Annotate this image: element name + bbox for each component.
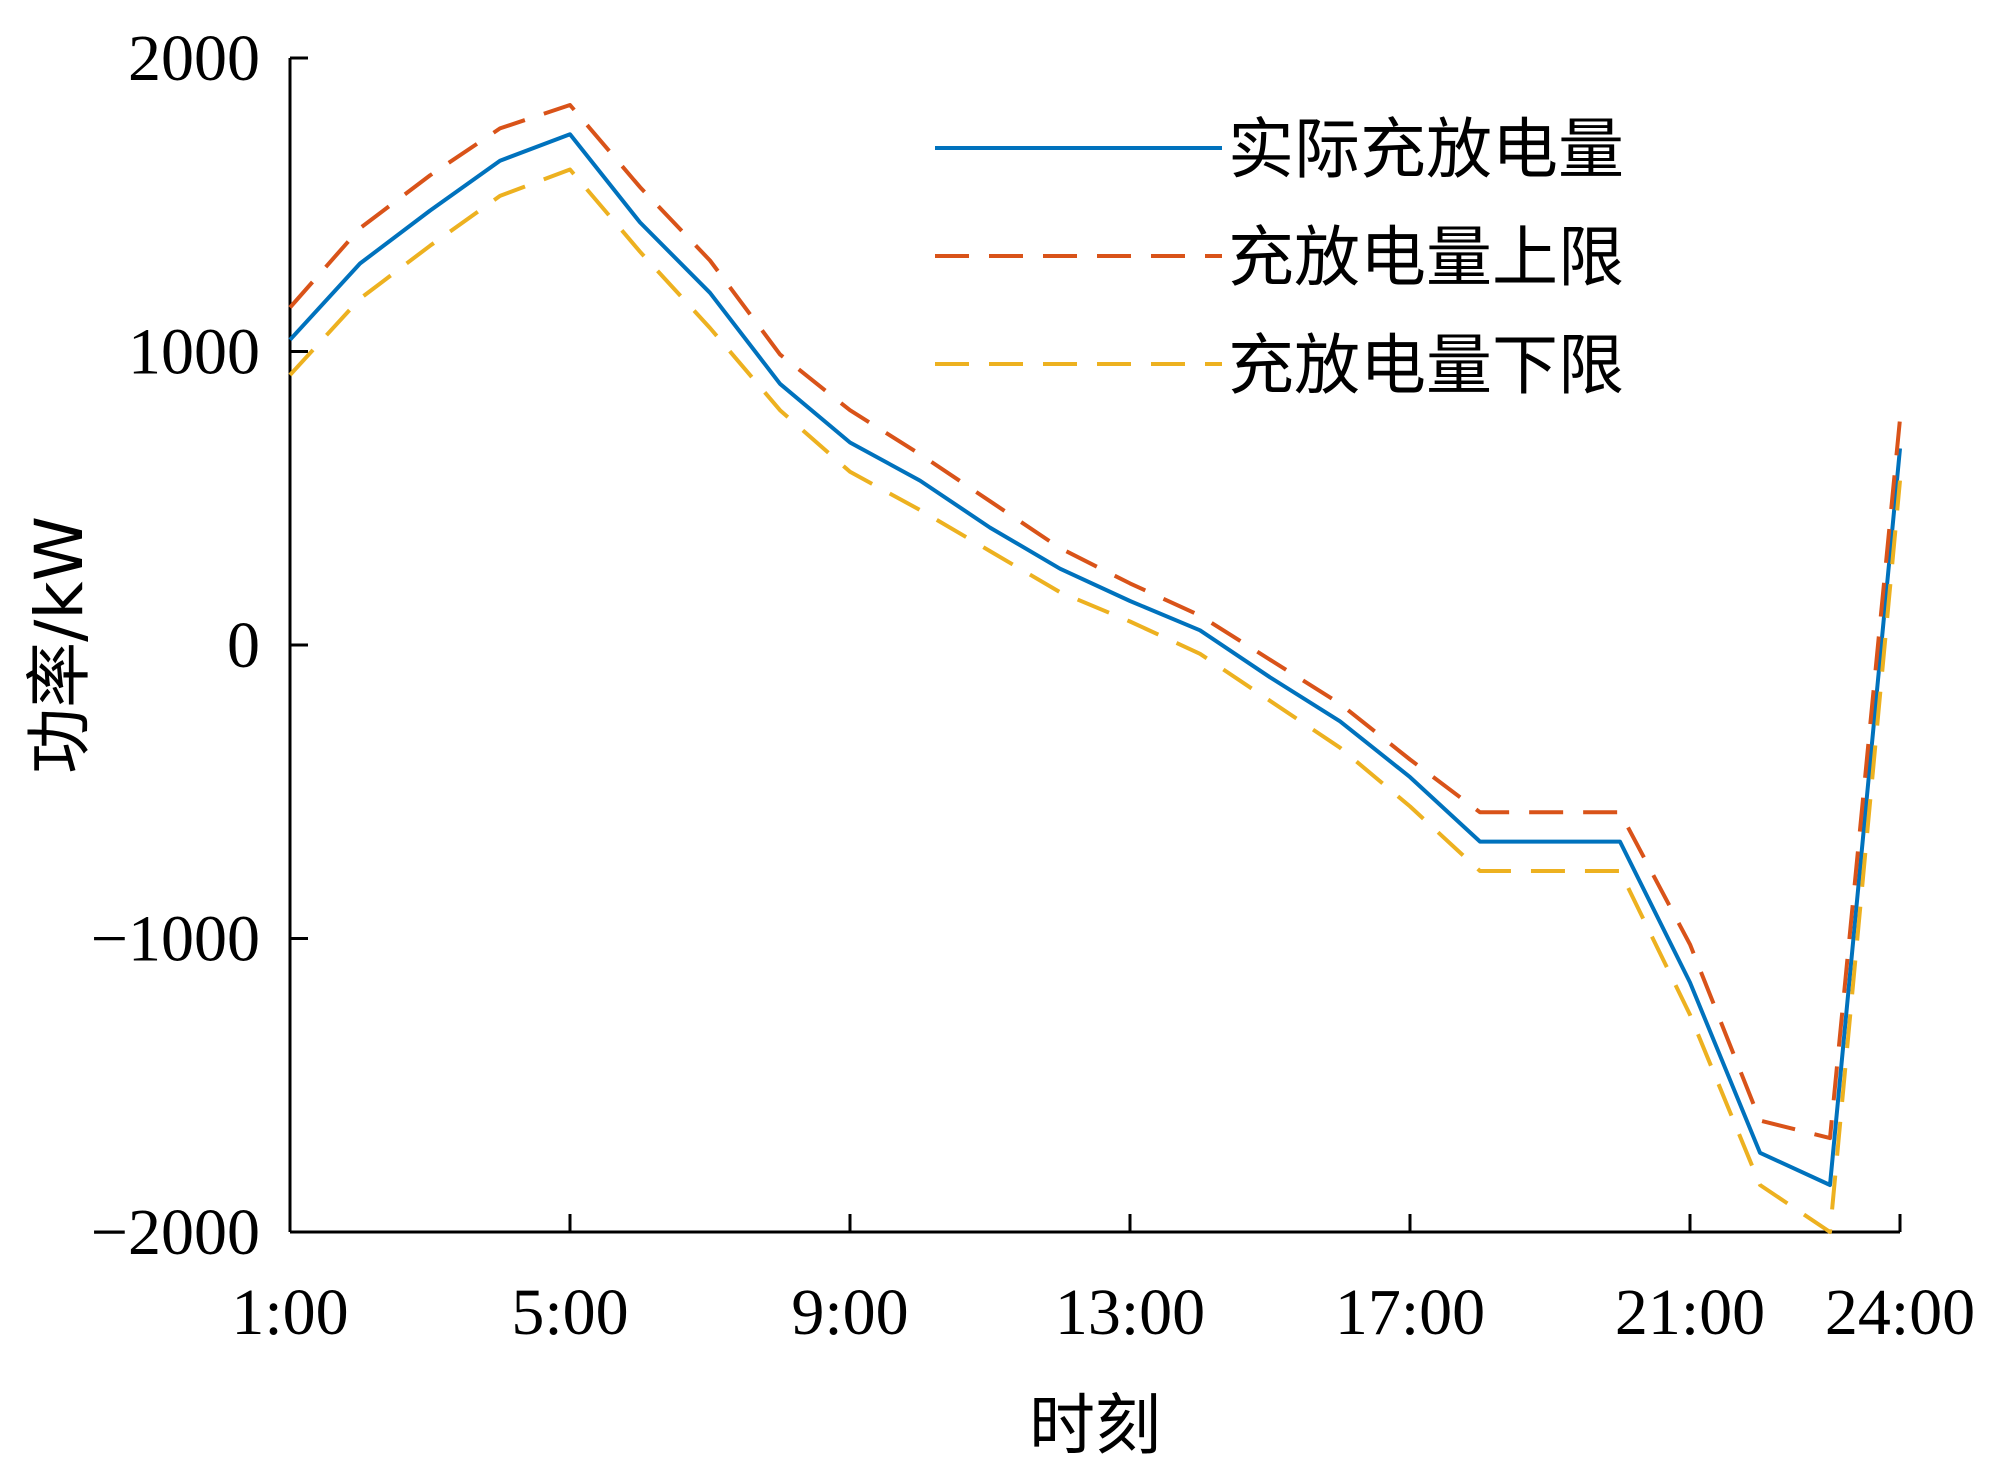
x-axis-title: 时刻 (1029, 1387, 1161, 1464)
x-ticks: 1:00 5:00 9:00 13:00 17:00 21:00 24:00 (231, 1214, 1975, 1349)
y-tick-label: 1000 (128, 316, 260, 389)
x-tick-label: 9:00 (791, 1276, 908, 1349)
series-line-1 (288, 132, 1902, 1187)
legend-label-2: 充放电量上限 (1228, 219, 1624, 296)
x-tick-label: 1:00 (231, 1276, 348, 1349)
y-tick-label: 2000 (128, 22, 260, 95)
series-lines (288, 103, 1902, 1234)
x-tick-label: 21:00 (1615, 1276, 1765, 1349)
legend-label-3: 充放电量下限 (1228, 327, 1624, 404)
series-line-2 (288, 103, 1902, 1141)
legend-label-1: 实际充放电量 (1228, 111, 1624, 188)
x-tick-label: 13:00 (1055, 1276, 1205, 1349)
x-tick-label: 17:00 (1335, 1276, 1485, 1349)
x-tick-label: 24:00 (1825, 1276, 1975, 1349)
y-axis-title: 功率/kW (21, 516, 98, 774)
plot-axes (288, 58, 1902, 1234)
y-tick-label: −2000 (91, 1196, 260, 1269)
y-tick-label: −1000 (91, 903, 260, 976)
y-tick-label: 0 (227, 609, 260, 682)
x-tick-label: 5:00 (511, 1276, 628, 1349)
y-ticks: 2000 1000 0 −1000 −2000 (91, 22, 308, 1269)
series-line-3 (288, 167, 1902, 1234)
